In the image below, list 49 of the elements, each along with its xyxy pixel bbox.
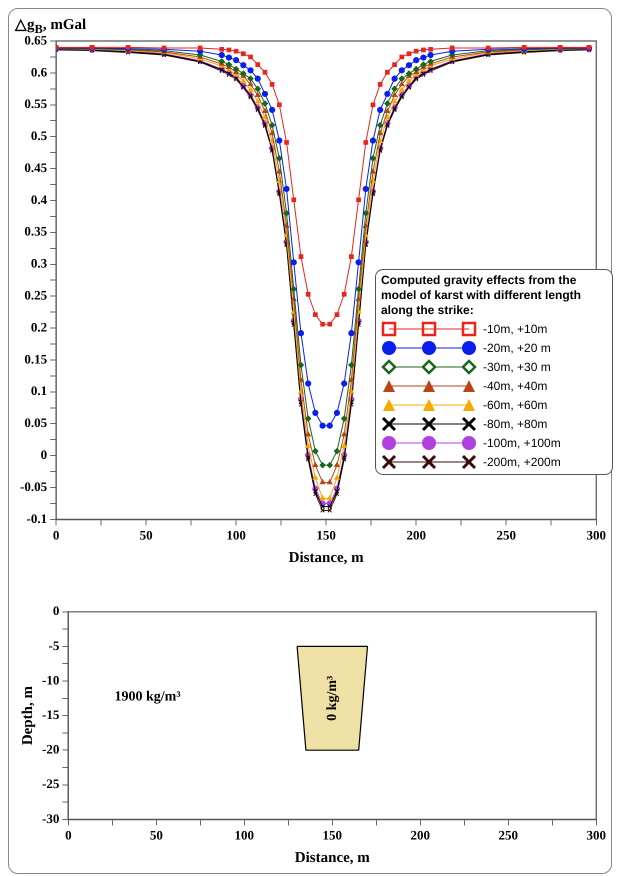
y-tick-label: 0.35 <box>24 224 48 239</box>
y-tick-label: 0.2 <box>30 319 48 334</box>
y-tick-label: 0.6 <box>30 64 48 80</box>
legend-label: -10m, +10m <box>483 322 548 336</box>
x-tick-label: 0 <box>65 828 72 843</box>
legend-label: -200m, +200m <box>483 454 561 468</box>
legend-label: -80m, +80m <box>483 416 548 430</box>
x-tick-label: 300 <box>586 528 606 543</box>
x-tick-label: 250 <box>496 528 516 543</box>
y-tick-label: 0 <box>52 603 60 618</box>
legend-label: -40m, +40m <box>483 378 548 392</box>
y-tick-label: 0.5 <box>30 128 48 144</box>
y-tick-label: -25 <box>42 776 60 792</box>
y-tick-label: 0 <box>40 446 48 462</box>
legend-label: -30m, +30 m <box>483 360 551 374</box>
y-tick-label: -15 <box>42 706 60 722</box>
y-tick-label: -10 <box>42 672 60 688</box>
x-tick-label: 100 <box>226 528 246 543</box>
x-tick-label: 50 <box>140 528 153 543</box>
y-tick-label: 0.3 <box>30 256 48 271</box>
y-tick-label: 0.1 <box>30 383 48 398</box>
legend-title: Computed gravity effects from the model of karst with different length along the strike: <box>381 273 582 318</box>
x-tick-label: 100 <box>234 828 254 843</box>
x-tick-label: 200 <box>406 528 426 543</box>
legend-label: -100m, +100m <box>483 436 561 450</box>
x-tick-label: 50 <box>150 828 163 843</box>
y-tick-label: -0.1 <box>26 510 48 526</box>
y-tick-label: 0.15 <box>24 351 48 366</box>
y-tick-label: 0.4 <box>30 192 48 207</box>
y-axis-title: Depth, m <box>20 686 36 746</box>
x-tick-label: 150 <box>322 828 342 843</box>
x-tick-label: 250 <box>498 828 518 843</box>
x-tick-label: 200 <box>410 828 430 843</box>
y-tick-label: -30 <box>42 810 60 826</box>
x-tick-label: 300 <box>586 828 606 843</box>
y-tick-label: 0.45 <box>24 160 48 175</box>
annotation: 0 kg/m³ <box>324 676 340 721</box>
annotation: 1900 kg/m³ <box>114 690 181 705</box>
y-tick-label: -0.05 <box>20 478 48 494</box>
legend-label: -20m, +20 m <box>483 340 551 354</box>
x-axis-title: Distance, m <box>294 850 370 866</box>
y-tick-label: -5 <box>48 638 60 653</box>
y-tick-label: 0.55 <box>24 96 48 112</box>
y-tick-label: -20 <box>42 742 60 757</box>
x-tick-label: 150 <box>316 528 336 543</box>
legend-label: -60m, +60m <box>483 398 548 412</box>
x-axis-title: Distance, m <box>288 550 364 566</box>
y-tick-label: 0.25 <box>24 288 48 303</box>
y-tick-label: 0.05 <box>24 415 48 430</box>
